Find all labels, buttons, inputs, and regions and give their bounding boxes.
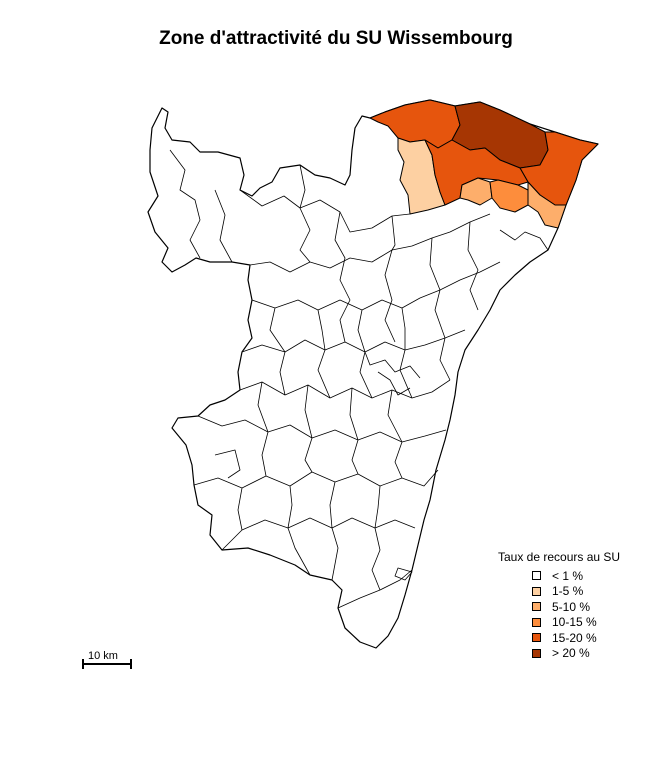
scale-bar-label: 10 km <box>88 650 118 662</box>
legend-label: < 1 % <box>552 568 584 583</box>
scale-bar-tick-right <box>130 659 132 669</box>
legend-label: 5-10 % <box>552 599 591 614</box>
scale-bar: 10 km <box>82 650 132 670</box>
legend-swatch <box>532 586 541 596</box>
legend-swatch <box>532 617 541 627</box>
highlighted-zones <box>369 99 599 229</box>
scale-bar-line <box>83 663 131 665</box>
legend-swatch <box>532 571 541 581</box>
legend-item: < 1 % <box>532 568 620 584</box>
legend: Taux de recours au SU < 1 % 1-5 % 5-10 %… <box>498 550 620 661</box>
scale-bar-tick-left <box>82 659 84 669</box>
zone-south-3 <box>527 181 567 229</box>
legend-item: > 20 % <box>532 646 620 662</box>
legend-swatch <box>532 648 541 658</box>
legend-item: 5-10 % <box>532 599 620 615</box>
legend-swatch <box>532 633 541 643</box>
legend-label: 1-5 % <box>552 584 584 599</box>
legend-label: 15-20 % <box>552 630 597 645</box>
commune-boundaries <box>169 149 549 609</box>
map-title: Zone d'attractivité du SU Wissembourg <box>159 28 513 49</box>
zone-south-1 <box>459 177 493 206</box>
legend-swatch <box>532 602 541 612</box>
legend-item: 15-20 % <box>532 630 620 646</box>
legend-title: Taux de recours au SU <box>498 550 621 564</box>
department-outline <box>147 99 599 649</box>
legend-item: 1-5 % <box>532 584 620 600</box>
legend-label: > 20 % <box>552 646 590 661</box>
legend-item: 10-15 % <box>532 615 620 631</box>
legend-label: 10-15 % <box>552 615 597 630</box>
